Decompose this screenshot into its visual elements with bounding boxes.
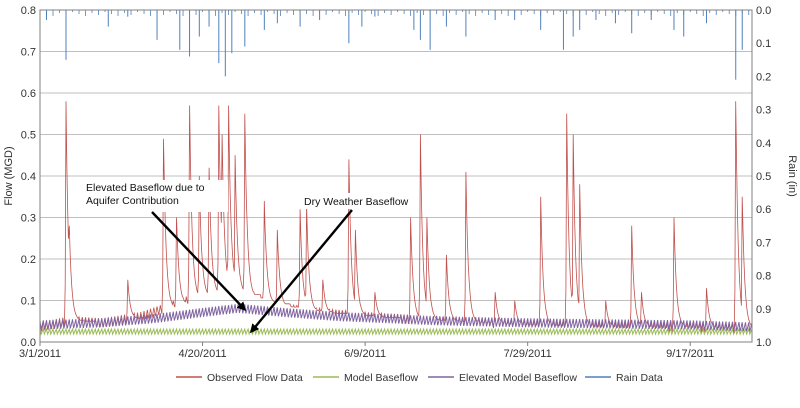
annotation-2-arrow <box>250 209 353 334</box>
legend: Observed Flow Data Model Baseflow Elevat… <box>176 372 663 384</box>
right-tick-label-6: 0.6 <box>756 204 771 216</box>
right-tick-label-2: 0.2 <box>756 71 771 83</box>
x-tick-label-1: 4/20/2011 <box>178 348 226 360</box>
right-tick-label-10: 1.0 <box>756 337 771 349</box>
annotation-1-line-1: Elevated Baseflow due to <box>86 182 205 194</box>
legend-item-elevated-model-baseflow: Elevated Model Baseflow <box>428 372 577 384</box>
annotations: Elevated Baseflow due to Aquifer Contrib… <box>78 180 412 334</box>
left-tick-label-4: 0.4 <box>21 171 36 183</box>
series-rain-data <box>39 10 750 80</box>
right-tick-label-8: 0.8 <box>756 271 771 283</box>
annotation-2-box <box>298 193 412 209</box>
left-tick-label-7: 0.7 <box>21 47 36 59</box>
left-tick-label-5: 0.5 <box>21 130 36 142</box>
x-axis-ticks: 3/1/2011 4/20/2011 6/9/2011 7/29/2011 9/17/2… <box>19 342 714 360</box>
legend-item-observed-flow: Observed Flow Data <box>176 372 303 384</box>
left-tick-label-3: 0.3 <box>21 213 36 225</box>
left-tick-label-2: 0.2 <box>21 254 36 266</box>
x-tick-label-2: 6/9/2011 <box>344 348 386 360</box>
right-tick-label-5: 0.5 <box>756 171 771 183</box>
plot-border <box>39 9 753 343</box>
right-tick-label-9: 0.9 <box>756 304 771 316</box>
annotation-1-box <box>78 180 228 212</box>
right-tick-label-1: 0.1 <box>756 38 771 50</box>
right-tick-label-0: 0.0 <box>756 5 771 17</box>
left-tick-label-1: 0.1 <box>21 296 36 308</box>
series-elevated-model-baseflow <box>39 303 753 332</box>
left-axis-ticks: 0.0 0.1 0.2 0.3 0.4 0.5 0.6 0.7 0.8 <box>21 5 36 349</box>
gridlines <box>40 9 752 343</box>
right-axis-ticks: 0.0 0.1 0.2 0.3 0.4 0.5 0.6 0.7 0.8 0.9 1.0 <box>756 5 771 349</box>
legend-label-rain-data: Rain Data <box>616 372 663 384</box>
series-layer <box>39 10 753 336</box>
annotation-1-line-2: Aquifer Contribution <box>86 195 179 207</box>
annotation-1-arrow <box>151 211 247 312</box>
right-tick-label-7: 0.7 <box>756 237 771 249</box>
legend-label-elevated-model-baseflow: Elevated Model Baseflow <box>459 372 577 384</box>
legend-label-model-baseflow: Model Baseflow <box>344 372 419 384</box>
series-model-baseflow <box>39 327 753 336</box>
right-tick-label-4: 0.4 <box>756 138 771 150</box>
series-observed-flow <box>39 101 753 334</box>
right-tick-label-3: 0.3 <box>756 105 771 117</box>
legend-label-observed-flow: Observed Flow Data <box>207 372 303 384</box>
x-tick-label-0: 3/1/2011 <box>19 348 61 360</box>
annotation-2-line-1: Dry Weather Baseflow <box>304 196 409 208</box>
y-axis-title-right: Rain (in) <box>786 155 798 197</box>
left-tick-label-6: 0.6 <box>21 88 36 100</box>
x-tick-label-4: 9/17/2011 <box>666 348 714 360</box>
left-tick-label-8: 0.8 <box>21 5 36 17</box>
left-tick-label-0: 0.0 <box>21 337 36 349</box>
y-axis-title-left: Flow (MGD) <box>3 146 15 205</box>
x-tick-label-3: 7/29/2011 <box>504 348 552 360</box>
legend-item-model-baseflow: Model Baseflow <box>313 372 419 384</box>
legend-item-rain-data: Rain Data <box>585 372 663 384</box>
